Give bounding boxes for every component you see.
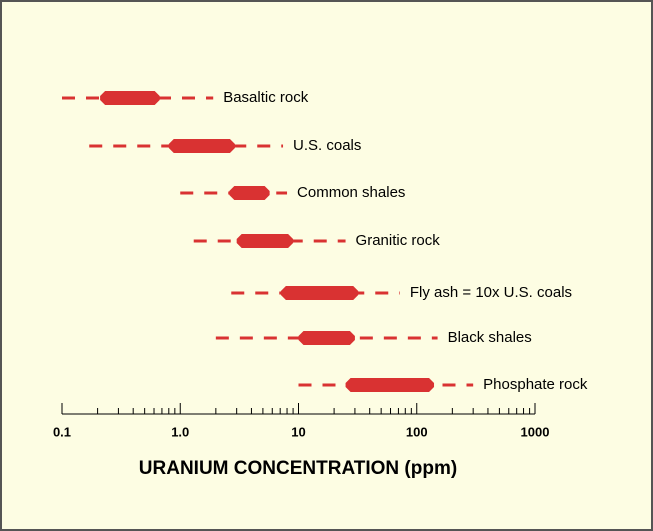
x-tick-label: 1.0 bbox=[171, 424, 189, 439]
x-tick-label: 100 bbox=[406, 424, 428, 439]
x-tick-label: 0.1 bbox=[53, 424, 71, 439]
category-label: Phosphate rock bbox=[483, 376, 588, 393]
x-tick-label: 1000 bbox=[521, 424, 550, 439]
typical-range bbox=[345, 378, 435, 392]
category-label: Granitic rock bbox=[356, 232, 441, 249]
typical-range bbox=[236, 234, 294, 248]
x-axis-title: URANIUM CONCENTRATION (ppm) bbox=[139, 458, 457, 479]
category-label: Black shales bbox=[448, 329, 532, 346]
typical-range bbox=[229, 186, 270, 200]
typical-range bbox=[100, 91, 160, 105]
category-label: Common shales bbox=[297, 184, 405, 201]
category-label: U.S. coals bbox=[293, 137, 361, 154]
typical-range bbox=[280, 286, 359, 300]
category-label: Fly ash = 10x U.S. coals bbox=[410, 284, 572, 301]
category-label: Basaltic rock bbox=[223, 89, 309, 106]
typical-range bbox=[168, 139, 235, 153]
x-tick-label: 10 bbox=[291, 424, 305, 439]
typical-range bbox=[298, 331, 355, 345]
